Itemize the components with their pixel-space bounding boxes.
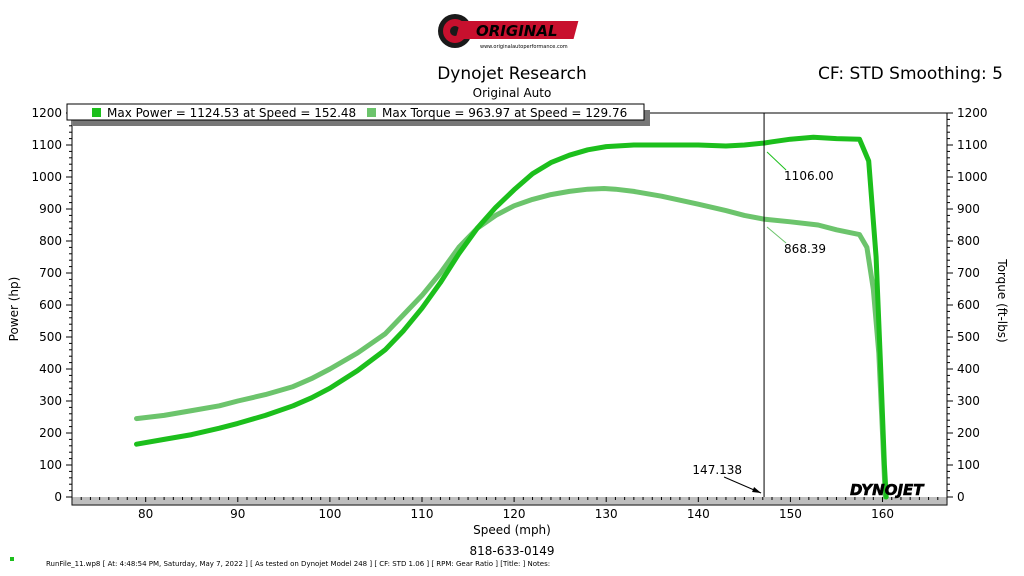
y-tick-label-left: 700 (39, 266, 62, 280)
x-tick-label: 90 (230, 507, 245, 521)
legend-box (66, 103, 645, 121)
logo-subtext: www.originalautoperformance.com (480, 44, 568, 50)
footer-marker (10, 557, 14, 561)
y-tick-label-left: 300 (39, 394, 62, 408)
y-tick-label-right: 500 (957, 330, 980, 344)
y-tick-label-left: 900 (39, 202, 62, 216)
cursor-power-label: 1106.00 (784, 169, 834, 183)
torque-series-line (134, 186, 888, 500)
cursor-layer: 147.138 1106.00 868.39 (692, 113, 834, 497)
power-series-line (134, 134, 889, 500)
footer-phone: 818-633-0149 (469, 544, 554, 558)
y-tick-label-left: 500 (39, 330, 62, 344)
y-tick-label-right: 800 (957, 234, 980, 248)
y-tick-label-left: 1200 (31, 106, 62, 120)
y-tick-label-left: 200 (39, 426, 62, 440)
x-tick-label: 80 (138, 507, 153, 521)
x-tick-label: 100 (318, 507, 341, 521)
cursor-speed-label: 147.138 (692, 463, 742, 477)
cursor-torque-label: 868.39 (784, 242, 826, 256)
y-tick-label-right: 200 (957, 426, 980, 440)
y-tick-label-left: 600 (39, 298, 62, 312)
legend-swatch-power (92, 108, 101, 117)
y-tick-label-left: 800 (39, 234, 62, 248)
y-tick-label-right: 1100 (957, 138, 988, 152)
x-tick-label: 130 (595, 507, 618, 521)
y-tick-label-right: 1200 (957, 106, 988, 120)
legend-torque-text: Max Torque = 963.97 at Speed = 129.76 (382, 106, 627, 120)
x-axis-band (72, 497, 947, 505)
series-layer (134, 134, 889, 500)
cursor-torque-arrow (766, 226, 787, 244)
y-tick-label-right: 400 (957, 362, 980, 376)
y-tick-label-right: 0 (957, 490, 965, 504)
legend-swatch-torque (367, 108, 376, 117)
legend: Max Power = 1124.53 at Speed = 152.48 Ma… (66, 103, 650, 126)
y-tick-label-left: 400 (39, 362, 62, 376)
y-axis-title: Power (hp) (7, 277, 21, 342)
cursor-speed-arrowhead (752, 487, 762, 493)
y-tick-label-left: 1100 (31, 138, 62, 152)
x-tick-label: 150 (779, 507, 802, 521)
footer-runfile: RunFile_11.wp8 [ At: 4:48:54 PM, Saturda… (46, 560, 550, 568)
x-axis-title: Speed (mph) (473, 523, 551, 537)
y-tick-label-right: 300 (957, 394, 980, 408)
y-tick-label-right: 700 (957, 266, 980, 280)
y-tick-label-right: 1000 (957, 170, 988, 184)
y-tick-label-right: 600 (957, 298, 980, 312)
logo-text: ORIGINAL (476, 22, 558, 40)
y-tick-label-left: 1000 (31, 170, 62, 184)
original-logo: ORIGINAL www.originalautoperformance.com (438, 14, 579, 50)
y2-axis-title: Torque (ft-lbs) (995, 258, 1009, 342)
x-tick-label: 120 (503, 507, 526, 521)
y-tick-label-left: 100 (39, 458, 62, 472)
cf-label: CF: STD Smoothing: 5 (818, 64, 1003, 84)
axes: 0 0 100 100 200 200 300 300 400 400 500 500 600 600 70… (31, 106, 987, 521)
y-tick-label-right: 100 (957, 458, 980, 472)
legend-power-text: Max Power = 1124.53 at Speed = 152.48 (107, 106, 356, 120)
chart-title: Dynojet Research (437, 64, 587, 84)
dynojet-watermark: DYNOJET (850, 481, 925, 499)
cursor-power-arrow (766, 151, 787, 171)
y-tick-label-right: 900 (957, 202, 980, 216)
chart-subtitle: Original Auto (473, 86, 552, 100)
x-tick-label: 140 (687, 507, 710, 521)
x-tick-label: 160 (871, 507, 894, 521)
x-tick-label: 110 (411, 507, 434, 521)
y-tick-label-left: 0 (54, 490, 62, 504)
